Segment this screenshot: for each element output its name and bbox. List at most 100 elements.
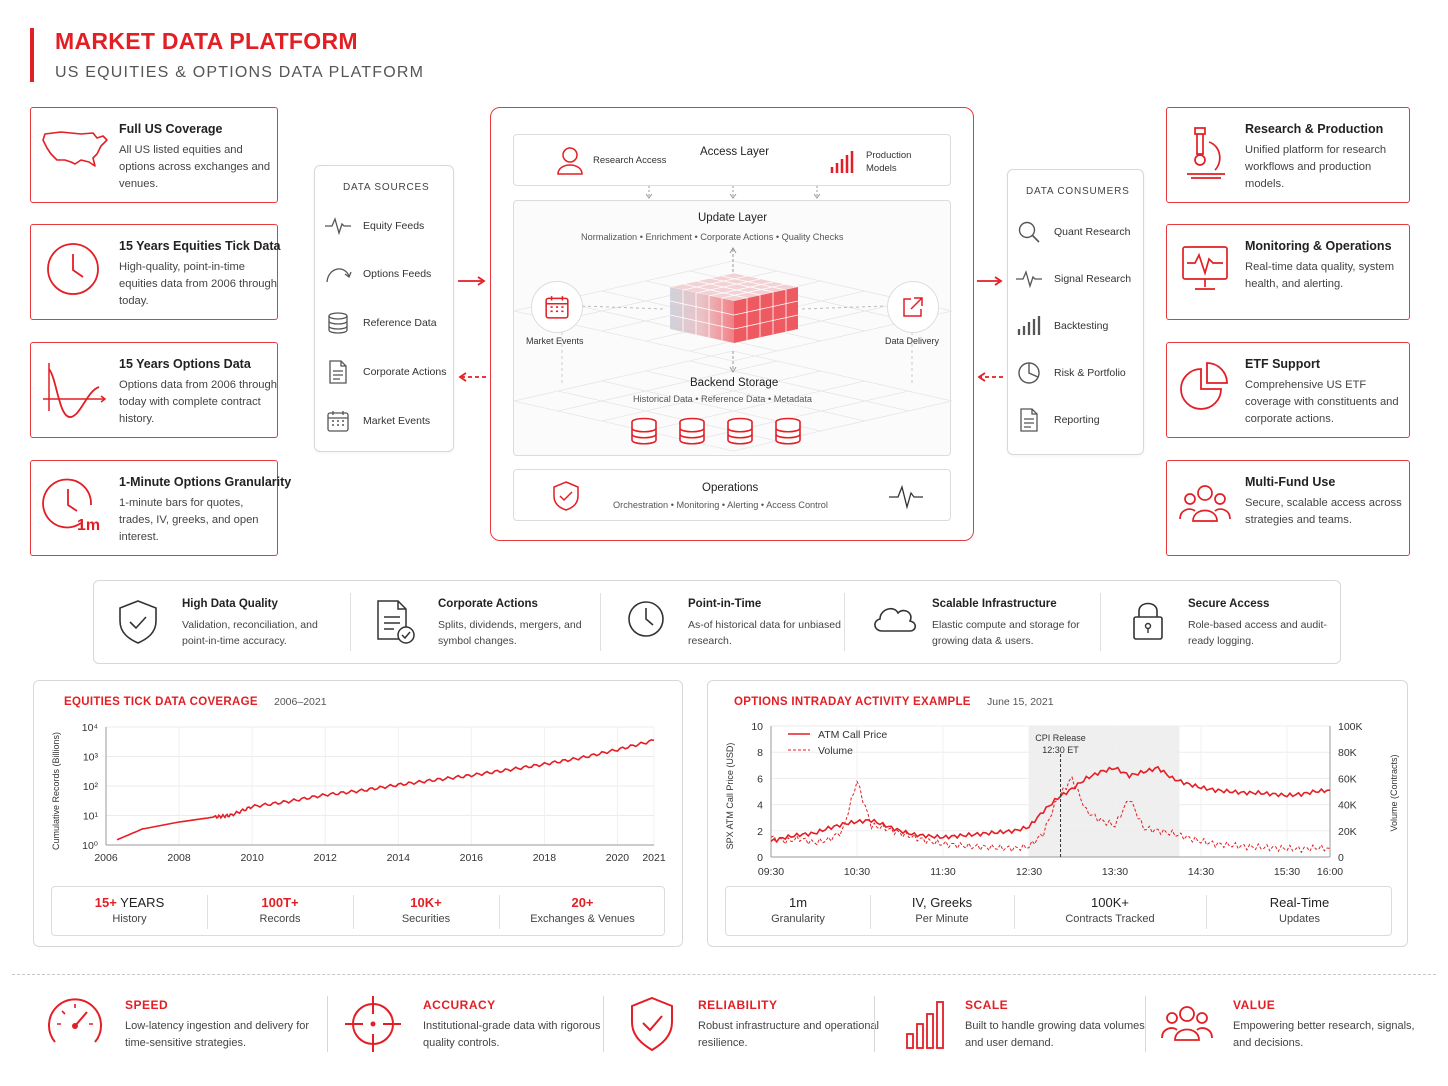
price-series-line bbox=[770, 765, 1331, 843]
feature-card-equities-tick: 15 Years Equities Tick Data High-quality… bbox=[30, 224, 281, 320]
x-tick-label: 09:30 bbox=[758, 866, 784, 878]
crosshair-icon bbox=[343, 994, 407, 1054]
x-tick-label: 2010 bbox=[240, 852, 264, 864]
strip-item: Scalable Infrastructure Elastic compute … bbox=[844, 581, 1100, 665]
chart-date: June 15, 2021 bbox=[987, 696, 1054, 708]
y2-tick-label: 0 bbox=[1338, 852, 1344, 864]
feature-card-monitoring: Monitoring & Operations Real-time data q… bbox=[1166, 224, 1410, 320]
x-tick-label: 15:30 bbox=[1274, 866, 1300, 878]
card-desc: All US listed equities and options acros… bbox=[119, 144, 271, 190]
consumer-item: Reporting bbox=[1014, 404, 1100, 436]
card-title: Research & Production bbox=[1245, 122, 1384, 136]
y-tick-label: 10³ bbox=[83, 752, 99, 764]
options-curve-icon bbox=[41, 359, 111, 421]
y2-tick-label: 60K bbox=[1338, 773, 1357, 785]
update-layer-title: Update Layer bbox=[698, 212, 768, 224]
us-map-icon bbox=[41, 124, 111, 186]
card-desc: Unified platform for research workflows … bbox=[1245, 144, 1387, 190]
feature-card-coverage: Full US Coverage All US listed equities … bbox=[30, 107, 278, 203]
y-tick-label: 10⁰ bbox=[82, 840, 99, 852]
card-title: 15 Years Equities Tick Data bbox=[119, 239, 281, 253]
speedometer-icon bbox=[45, 994, 109, 1054]
x-tick-label: 10:30 bbox=[844, 866, 870, 878]
x-tick-label: 2016 bbox=[460, 852, 484, 864]
database-cluster bbox=[630, 416, 810, 451]
curve-arrow-icon bbox=[323, 260, 353, 288]
card-title: Full US Coverage bbox=[119, 122, 223, 136]
y-tick-label: 10¹ bbox=[83, 811, 99, 823]
card-desc: High-quality, point-in-time equities dat… bbox=[119, 261, 277, 307]
equities-series-line bbox=[116, 738, 655, 841]
x-tick-label: 14:30 bbox=[1188, 866, 1214, 878]
stat-securities: 10K+ Securities bbox=[401, 895, 451, 925]
stat-contracts: 100K+ Contracts Tracked bbox=[1065, 895, 1155, 925]
data-consumers-panel: DATA CONSUMERS Quant Research Signal Res… bbox=[1007, 169, 1144, 455]
volume-series-line bbox=[770, 775, 1331, 854]
y-tick-label: 10 bbox=[751, 721, 763, 733]
backend-storage-items: Historical Data • Reference Data • Metad… bbox=[633, 394, 813, 404]
strip-item: Secure Access Role-based access and audi… bbox=[1100, 581, 1340, 665]
x-tick-label: 2012 bbox=[314, 852, 338, 864]
y-axis-label: SPX ATM Call Price (USD) bbox=[725, 743, 735, 850]
card-title: 1-Minute Options Granularity bbox=[119, 475, 292, 489]
page-subtitle: US EQUITIES & OPTIONS DATA PLATFORM bbox=[55, 64, 425, 81]
y-tick-label: 10⁴ bbox=[82, 722, 98, 734]
x-tick-label: 2018 bbox=[533, 852, 557, 864]
value-item-reliability: RELIABILITY Robust infrastructure and op… bbox=[618, 990, 879, 1070]
flow-arrows-right bbox=[977, 276, 1003, 382]
cloud-icon bbox=[870, 599, 917, 645]
source-item: Equity Feeds bbox=[323, 210, 424, 242]
consumer-item: Signal Research bbox=[1014, 263, 1131, 295]
pulse-icon bbox=[888, 484, 924, 515]
access-layer: Research Access Access Layer Production … bbox=[513, 134, 951, 186]
x-tick-label: 2020 bbox=[606, 852, 630, 864]
market-events-label: Market Events bbox=[526, 336, 584, 346]
y-axis-label: Cumulative Records (Billions) bbox=[51, 732, 61, 850]
value-item-speed: SPEED Low-latency ingestion and delivery… bbox=[45, 990, 315, 1070]
strip-item: Point-in-Time As-of historical data for … bbox=[600, 581, 844, 665]
x-tick-label: 13:30 bbox=[1102, 866, 1128, 878]
source-item: Corporate Actions bbox=[323, 356, 446, 388]
feature-card-options-data: 15 Years Options Data Options data from … bbox=[30, 342, 278, 438]
bar-chart-icon bbox=[830, 147, 856, 180]
feature-card-multifund: Multi-Fund Use Secure, scalable access a… bbox=[1166, 460, 1410, 556]
layer-connectors bbox=[645, 186, 821, 199]
clock-1m-icon: 1m bbox=[41, 477, 111, 539]
lock-icon bbox=[1130, 599, 1176, 645]
shield-check-icon bbox=[552, 480, 580, 517]
y-tick-label: 6 bbox=[757, 773, 763, 785]
stat-records: 100T+ Records bbox=[259, 895, 301, 925]
consumer-item: Backtesting bbox=[1014, 310, 1108, 342]
stat-history: 15+ YEARS History bbox=[94, 895, 165, 925]
y2-tick-label: 80K bbox=[1338, 747, 1357, 759]
update-layer-steps: Normalization • Enrichment • Corporate A… bbox=[581, 232, 844, 242]
data-delivery-label: Data Delivery bbox=[885, 336, 940, 346]
feature-card-research: Research & Production Unified platform f… bbox=[1166, 107, 1410, 203]
backend-storage-title: Backend Storage bbox=[690, 377, 779, 389]
y-tick-label: 10² bbox=[83, 781, 99, 793]
card-desc: Real-time data quality, system health, a… bbox=[1245, 261, 1395, 290]
clock-icon bbox=[626, 599, 672, 645]
pulse-icon bbox=[323, 212, 353, 240]
panel-heading: DATA SOURCES bbox=[343, 182, 430, 193]
section-divider bbox=[12, 974, 1436, 975]
strip-item: High Data Quality Validation, reconcilia… bbox=[94, 581, 350, 665]
search-icon bbox=[1014, 218, 1044, 246]
y2-tick-label: 40K bbox=[1338, 800, 1357, 812]
x-tick-label: 2008 bbox=[167, 852, 191, 864]
operations-items: Orchestration • Monitoring • Alerting • … bbox=[613, 500, 828, 510]
research-access-label: Research Access bbox=[593, 155, 667, 166]
bar-chart-icon bbox=[1014, 312, 1044, 340]
data-cube bbox=[664, 269, 804, 354]
y-tick-label: 0 bbox=[757, 852, 763, 864]
legend-volume-label: Volume bbox=[818, 745, 853, 757]
chart-title: OPTIONS INTRADAY ACTIVITY EXAMPLE bbox=[734, 696, 971, 708]
users-icon bbox=[1177, 477, 1247, 539]
stat-granularity: 1m Granularity bbox=[771, 895, 825, 925]
y2-tick-label: 100K bbox=[1338, 721, 1363, 733]
database-icon bbox=[323, 309, 353, 337]
title-accent-bar bbox=[30, 28, 34, 82]
consumer-item: Quant Research bbox=[1014, 216, 1130, 248]
document-icon bbox=[323, 358, 353, 386]
source-item: Options Feeds bbox=[323, 258, 431, 290]
